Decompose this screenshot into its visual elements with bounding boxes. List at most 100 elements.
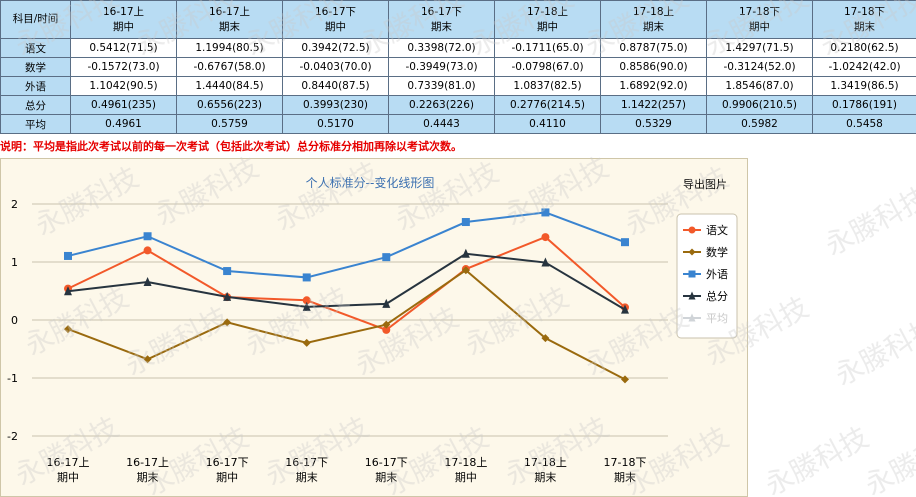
column-header-term: 16-17上 bbox=[102, 5, 144, 18]
data-point bbox=[143, 246, 152, 255]
data-point bbox=[223, 318, 232, 327]
table-cell: 1.3419(86.5) bbox=[812, 76, 916, 96]
x-tick-label-sub: 期末 bbox=[375, 470, 397, 484]
data-point bbox=[541, 208, 550, 217]
column-header-term: 16-17下 bbox=[314, 5, 356, 18]
table-row: 语文 0.5412(71.5) 1.1994(80.5) 0.3942(72.5… bbox=[0, 38, 916, 58]
data-point bbox=[541, 233, 550, 242]
table-cell: 0.5458 bbox=[812, 114, 916, 134]
legend-label: 平均 bbox=[706, 312, 728, 325]
table-cell: 0.8440(87.5) bbox=[282, 76, 389, 96]
x-tick-label: 17-18上 bbox=[444, 456, 487, 469]
table-cell: 0.3942(72.5) bbox=[282, 38, 389, 58]
x-tick-label: 16-17上 bbox=[47, 456, 90, 469]
x-tick-label: 16-17上 bbox=[126, 456, 169, 469]
data-point bbox=[382, 320, 391, 329]
legend-label: 总分 bbox=[706, 289, 728, 303]
table-cell: 0.8586(90.0) bbox=[600, 57, 707, 77]
y-tick-label: 2 bbox=[11, 198, 18, 211]
column-header: 17-18上 期中 bbox=[494, 0, 601, 39]
data-point bbox=[541, 334, 550, 343]
column-header-exam: 期中 bbox=[113, 20, 134, 33]
table-row: 外语 1.1042(90.5) 1.4440(84.5) 0.8440(87.5… bbox=[0, 76, 916, 96]
column-header: 16-17下 期末 bbox=[388, 0, 495, 39]
data-point bbox=[143, 232, 152, 241]
table-cell: -0.3124(52.0) bbox=[706, 57, 813, 77]
data-point bbox=[382, 253, 391, 262]
x-tick-label-sub: 期末 bbox=[137, 470, 159, 484]
x-tick-label: 17-18上 bbox=[524, 456, 567, 469]
data-point bbox=[541, 257, 550, 267]
row-label: 语文 bbox=[0, 38, 71, 58]
table-cell: 0.3993(230) bbox=[282, 95, 389, 115]
column-header: 16-17下 期中 bbox=[282, 0, 389, 39]
table-cell: 0.8787(75.0) bbox=[600, 38, 707, 58]
table-cell: 1.1994(80.5) bbox=[176, 38, 283, 58]
x-tick-label: 17-18下 bbox=[604, 456, 647, 469]
column-header-exam: 期末 bbox=[643, 20, 664, 33]
legend-item: 语文 bbox=[683, 223, 728, 237]
legend-item: 外语 bbox=[683, 268, 728, 281]
table-cell: 0.5759 bbox=[176, 114, 283, 134]
table-cell: 1.1422(257) bbox=[600, 95, 707, 115]
legend-marker bbox=[688, 313, 696, 322]
column-header-term: 16-17上 bbox=[208, 5, 250, 18]
row-label: 数学 bbox=[0, 57, 71, 77]
table-cell: -0.1572(73.0) bbox=[70, 57, 177, 77]
x-tick-label-sub: 期末 bbox=[614, 470, 636, 484]
legend-item: 数学 bbox=[683, 245, 728, 259]
data-point bbox=[143, 355, 152, 364]
table-cell: 0.4961 bbox=[70, 114, 177, 134]
table-row: 平均 0.4961 0.5759 0.5170 0.4443 0.4110 0.… bbox=[0, 114, 916, 134]
column-header: 17-18下 期中 bbox=[706, 0, 813, 39]
data-point bbox=[382, 298, 391, 308]
scores-table: 科目/时间 16-17上 期中 16-17上 期末 16-17下 期中 16-17下期… bbox=[0, 0, 916, 134]
data-point bbox=[302, 338, 311, 347]
table-cell: -0.0798(67.0) bbox=[494, 57, 601, 77]
column-header-exam: 期中 bbox=[537, 20, 558, 33]
column-header-exam: 期末 bbox=[854, 20, 875, 33]
column-header: 16-17上 期末 bbox=[176, 0, 283, 39]
data-point bbox=[302, 296, 311, 305]
column-header-exam: 期末 bbox=[219, 20, 240, 33]
data-point bbox=[620, 375, 629, 384]
x-tick-label-sub: 期末 bbox=[296, 470, 318, 484]
table-cell: 1.8546(87.0) bbox=[706, 76, 813, 96]
x-tick-label-sub: 期末 bbox=[534, 470, 556, 484]
series-line bbox=[67, 211, 626, 279]
table-cell: -0.3949(73.0) bbox=[388, 57, 495, 77]
table-cell: -0.6767(58.0) bbox=[176, 57, 283, 77]
legend-marker bbox=[688, 270, 696, 278]
table-row: 数学 -0.1572(73.0) -0.6767(58.0) -0.0403(7… bbox=[0, 57, 916, 77]
data-point bbox=[382, 325, 391, 334]
data-point bbox=[461, 266, 470, 275]
table-cell: 0.5329 bbox=[600, 114, 707, 134]
column-header-exam: 期中 bbox=[749, 20, 770, 33]
chart-title: 个人标准分--变化线形图 bbox=[306, 175, 435, 190]
export-image-button[interactable]: 导出图片 bbox=[683, 178, 727, 191]
table-cell: 1.4440(84.5) bbox=[176, 76, 283, 96]
column-header: 17-18下 期末 bbox=[812, 0, 916, 39]
data-point bbox=[461, 218, 470, 227]
column-header-term: 17-18上 bbox=[632, 5, 674, 18]
table-cell: 0.2776(214.5) bbox=[494, 95, 601, 115]
table-cell: 0.9906(210.5) bbox=[706, 95, 813, 115]
table-cell: 1.4297(71.5) bbox=[706, 38, 813, 58]
data-point bbox=[302, 273, 311, 282]
row-label: 外语 bbox=[0, 76, 71, 96]
table-cell: 1.0837(82.5) bbox=[494, 76, 601, 96]
series-4 bbox=[64, 248, 629, 314]
table-cell: -0.0403(70.0) bbox=[282, 57, 389, 77]
column-header-exam: 期中 bbox=[325, 20, 346, 33]
series-line bbox=[67, 268, 626, 381]
data-point bbox=[302, 301, 311, 311]
legend-marker bbox=[688, 248, 696, 256]
data-point bbox=[223, 291, 232, 301]
legend-item: 平均 bbox=[683, 312, 728, 325]
side-area bbox=[748, 158, 916, 497]
table-cell: -0.1711(65.0) bbox=[494, 38, 601, 58]
x-tick-label-sub: 期中 bbox=[57, 471, 79, 484]
table-cell: 0.4110 bbox=[494, 114, 601, 134]
column-header-term: 17-18下 bbox=[738, 5, 780, 18]
